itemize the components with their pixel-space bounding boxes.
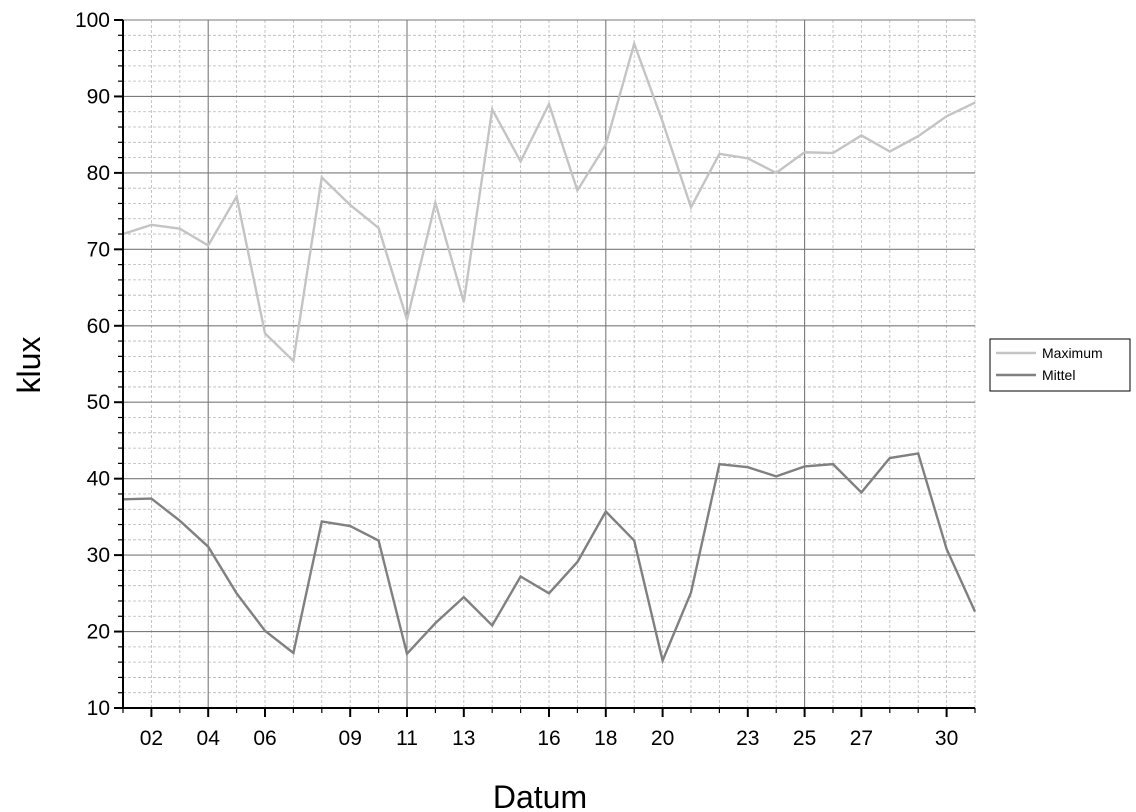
major-grid bbox=[123, 20, 975, 708]
y-tick-label: 40 bbox=[87, 468, 110, 491]
y-tick-label: 80 bbox=[87, 162, 110, 185]
tick-labels: 10 20 30 40 50 60 70 80 90 100 02 04 06 09 11 13 16 18 20 2… bbox=[75, 9, 958, 750]
x-tick-label: 09 bbox=[339, 727, 362, 750]
x-tick-label: 11 bbox=[396, 727, 418, 750]
y-tick-label: 90 bbox=[87, 85, 110, 108]
x-tick-label: 18 bbox=[594, 727, 617, 750]
y-tick-label: 20 bbox=[87, 621, 110, 644]
legend-label-maximum: Maximum bbox=[1042, 345, 1103, 361]
x-tick-label: 16 bbox=[537, 727, 560, 750]
y-tick-label: 10 bbox=[87, 697, 110, 720]
x-tick-label: 30 bbox=[935, 727, 958, 750]
y-tick-label: 60 bbox=[87, 315, 110, 338]
x-tick-label: 25 bbox=[793, 727, 816, 750]
minor-grid bbox=[123, 20, 975, 708]
x-tick-label: 06 bbox=[253, 727, 276, 750]
axes bbox=[114, 20, 975, 717]
x-tick-label: 20 bbox=[651, 727, 674, 750]
x-axis-title: Datum bbox=[493, 779, 587, 812]
x-tick-label: 02 bbox=[140, 727, 163, 750]
x-tick-label: 23 bbox=[736, 727, 759, 750]
y-tick-label: 100 bbox=[75, 9, 110, 32]
x-tick-label: 13 bbox=[452, 727, 475, 750]
x-tick-label: 04 bbox=[197, 727, 221, 750]
y-axis-title: klux bbox=[11, 337, 47, 394]
legend: Maximum Mittel bbox=[990, 339, 1130, 391]
x-tick-label: 27 bbox=[850, 727, 873, 750]
y-tick-label: 30 bbox=[87, 544, 110, 567]
y-tick-label: 50 bbox=[87, 391, 110, 414]
legend-label-mittel: Mittel bbox=[1042, 367, 1075, 383]
y-tick-label: 70 bbox=[87, 238, 110, 261]
